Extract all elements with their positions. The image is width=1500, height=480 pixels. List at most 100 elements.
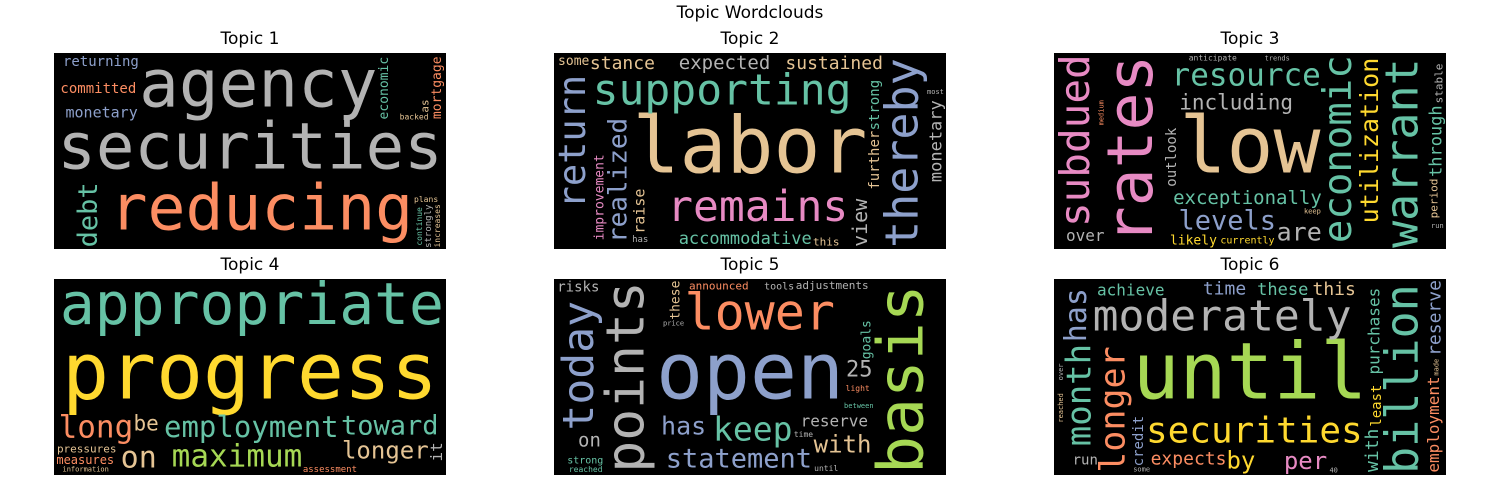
word: reserve <box>801 412 868 431</box>
word: raise <box>631 189 649 234</box>
word: reserve <box>1424 280 1445 356</box>
wordcloud-topic-3: low economic rates warrant utilization subdue… <box>1054 53 1446 249</box>
word: securities <box>1146 410 1363 451</box>
word: sustained <box>785 53 883 74</box>
word: returning <box>63 54 139 70</box>
word: through <box>1427 105 1446 177</box>
word: this <box>813 235 840 248</box>
word: anticipate <box>1189 53 1237 62</box>
word: has <box>632 235 648 245</box>
word: pressures <box>57 442 117 455</box>
wordcloud-topic-1: securities agency reducing monetary committe… <box>54 53 446 249</box>
word: points <box>595 281 656 472</box>
word: currently <box>1220 235 1274 246</box>
word: it <box>427 442 446 461</box>
word: 25 <box>846 358 873 383</box>
word: employment <box>164 410 339 444</box>
figure-title: Topic Wordclouds <box>676 3 824 23</box>
word: between <box>844 402 874 410</box>
word: trends <box>1265 54 1290 62</box>
word: progress <box>62 327 438 417</box>
word: economic <box>1316 55 1361 243</box>
word: adjustments <box>796 279 869 292</box>
word: stable <box>1433 64 1446 104</box>
word: continue <box>415 207 424 246</box>
word: least <box>1369 385 1385 427</box>
word: long <box>59 409 134 445</box>
wordcloud-topic-4: progress employment appropriate maximum towa… <box>54 279 446 475</box>
word: basis <box>864 284 937 474</box>
word: as <box>418 99 431 112</box>
panel-title-topic-6: Topic 6 <box>1220 255 1280 275</box>
word: period <box>1427 179 1440 219</box>
word: maximum <box>172 439 303 475</box>
word: warrant <box>1375 58 1428 248</box>
word: realized <box>603 118 633 243</box>
word: time <box>794 430 813 439</box>
word: accommodative <box>679 229 812 249</box>
panel-title-topic-2: Topic 2 <box>720 29 780 49</box>
word: with <box>1362 429 1383 472</box>
word: run <box>1431 222 1444 230</box>
word: economic <box>377 57 392 120</box>
word: keep <box>1304 208 1321 216</box>
word: with <box>814 431 872 459</box>
word: expects <box>1151 448 1227 469</box>
panel-title-topic-1: Topic 1 <box>220 29 280 49</box>
word: 40 <box>1329 466 1337 474</box>
panel-title-topic-5: Topic 5 <box>720 255 780 275</box>
word: view <box>848 198 872 247</box>
word: purchases <box>1365 288 1384 375</box>
word: labor <box>633 101 868 191</box>
wordcloud-topic-2: labor thereby supporting remains return reali… <box>554 53 946 249</box>
word: stance <box>590 53 655 74</box>
word: strong <box>867 80 883 131</box>
word: supporting <box>593 66 852 116</box>
panel-title-topic-3: Topic 3 <box>1220 29 1280 49</box>
word: reached <box>569 465 603 474</box>
wordcloud-svg: until billion moderately securities longermo… <box>1057 279 1446 475</box>
panel-title-topic-4: Topic 4 <box>220 255 280 275</box>
word: month <box>1059 344 1099 446</box>
word: low <box>1180 101 1321 191</box>
word: some <box>558 54 589 69</box>
word: return <box>554 75 594 209</box>
word: lower <box>684 284 835 342</box>
word: credit <box>1131 416 1147 467</box>
wordcloud-topic-5: open points basis lower today keep statement ha… <box>554 279 946 475</box>
word: run <box>1073 452 1098 468</box>
word: utilization <box>1355 58 1384 224</box>
word: strong <box>567 455 603 466</box>
word: billion <box>1375 284 1428 474</box>
word: likely <box>1170 234 1217 249</box>
word: debt <box>73 182 104 247</box>
wordcloud-svg: labor thereby supporting remains return reali… <box>554 53 946 249</box>
word: open <box>656 327 844 417</box>
word: appropriate <box>60 279 444 338</box>
word: agency <box>139 53 377 122</box>
word: expected <box>679 53 771 74</box>
word: tools <box>764 281 794 292</box>
word: subdued <box>1054 54 1099 227</box>
word: longer <box>342 436 429 464</box>
word: goals <box>860 320 875 359</box>
word: increases <box>433 204 442 248</box>
word: be <box>134 411 159 435</box>
word: thereby <box>875 58 928 248</box>
word: has <box>661 412 706 441</box>
word: by <box>1226 446 1255 474</box>
word: measures <box>56 453 114 467</box>
word: achieve <box>1097 281 1164 300</box>
word: employment <box>1424 376 1443 472</box>
word: price <box>663 319 684 327</box>
word: over <box>1066 226 1105 245</box>
word: these <box>1257 280 1308 300</box>
word: risks <box>557 279 599 295</box>
word: mortgage <box>430 56 445 119</box>
word: these <box>669 280 684 319</box>
word: monetary <box>65 103 137 121</box>
word: over <box>1057 363 1065 380</box>
word: made <box>1433 359 1441 376</box>
word: outlook <box>1164 127 1180 187</box>
